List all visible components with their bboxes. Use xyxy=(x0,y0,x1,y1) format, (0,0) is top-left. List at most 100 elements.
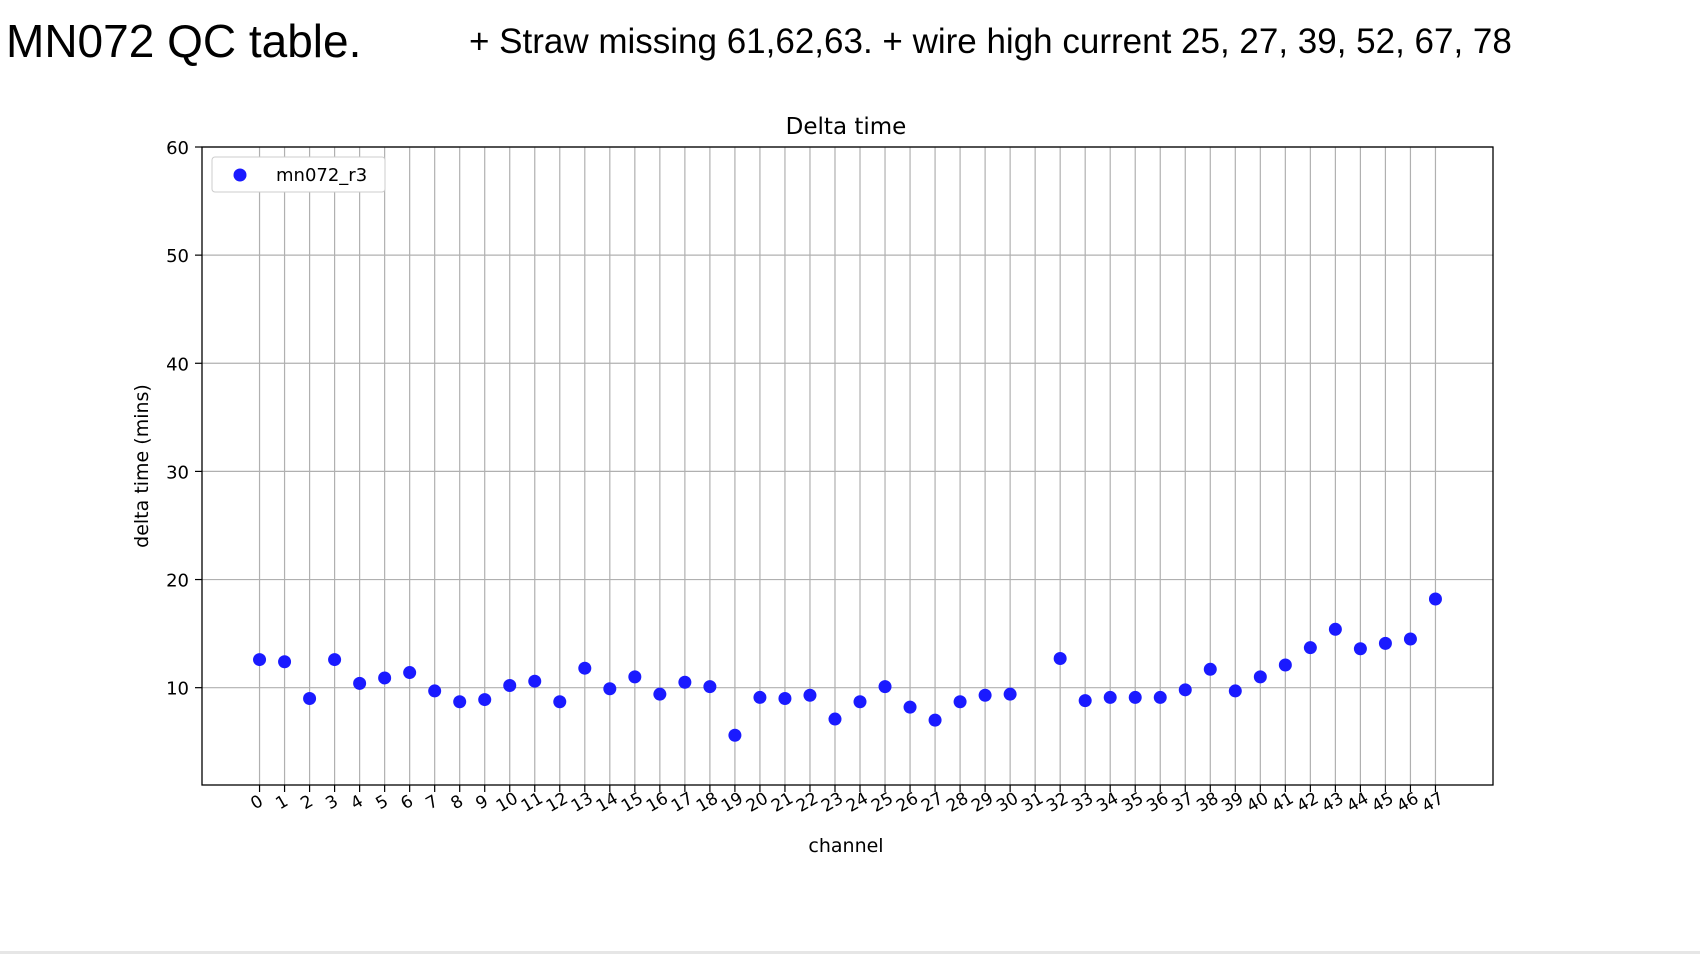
x-tick-label-12: 12 xyxy=(543,789,572,817)
data-point-ch37 xyxy=(1178,683,1192,697)
data-point-ch22 xyxy=(803,688,817,702)
data-point-ch41 xyxy=(1278,658,1292,672)
data-point-ch5 xyxy=(378,671,392,685)
data-point-ch19 xyxy=(728,728,742,742)
x-tick-label-36: 36 xyxy=(1143,789,1172,817)
x-tick-label-8: 8 xyxy=(448,791,467,814)
x-tick-label-39: 39 xyxy=(1218,789,1247,817)
x-tick-label-31: 31 xyxy=(1018,789,1047,817)
x-tick-label-22: 22 xyxy=(793,789,822,817)
data-point-ch4 xyxy=(353,676,367,690)
data-point-ch2 xyxy=(303,691,317,705)
x-axis-label: channel xyxy=(808,835,883,857)
x-tick-label-2: 2 xyxy=(297,791,316,814)
data-point-ch36 xyxy=(1153,690,1167,704)
x-tick-label-25: 25 xyxy=(868,789,897,817)
x-tick-label-17: 17 xyxy=(668,789,697,817)
legend-marker xyxy=(233,168,247,182)
legend: mn072_r3 xyxy=(211,156,386,193)
x-tick-label-21: 21 xyxy=(768,789,797,817)
slide-note: + Straw missing 61,62,63. + wire high cu… xyxy=(469,22,1512,61)
data-point-ch15 xyxy=(628,670,642,684)
x-tick-label-41: 41 xyxy=(1268,789,1297,817)
point-layer xyxy=(253,592,1442,742)
data-point-ch6 xyxy=(403,666,417,680)
data-point-ch27 xyxy=(928,713,942,727)
data-point-ch29 xyxy=(978,688,992,702)
data-point-ch1 xyxy=(278,655,292,669)
x-tick-label-26: 26 xyxy=(893,789,922,817)
data-point-ch25 xyxy=(878,680,892,694)
data-point-ch43 xyxy=(1328,622,1342,636)
data-point-ch44 xyxy=(1353,642,1367,656)
data-point-ch0 xyxy=(253,653,267,667)
y-tick-label-40: 40 xyxy=(166,354,189,375)
y-tick-label-50: 50 xyxy=(166,246,189,267)
data-point-ch11 xyxy=(528,674,542,688)
y-tick-label-60: 60 xyxy=(166,138,189,159)
x-tick-label-35: 35 xyxy=(1118,789,1147,817)
bottom-rule xyxy=(0,951,1700,954)
data-point-ch35 xyxy=(1128,690,1142,704)
legend-label-mn072-r3: mn072_r3 xyxy=(276,165,367,186)
data-point-ch20 xyxy=(753,690,767,704)
x-tick-label-29: 29 xyxy=(968,789,997,817)
x-tick-label-33: 33 xyxy=(1068,789,1097,817)
x-tick-label-47: 47 xyxy=(1419,789,1448,817)
x-tick-label-40: 40 xyxy=(1243,789,1272,817)
x-tick-label-24: 24 xyxy=(843,789,872,817)
data-point-ch28 xyxy=(953,695,967,709)
grid-layer xyxy=(202,146,1493,785)
y-axis-label: delta time (mins) xyxy=(131,384,153,548)
data-point-ch38 xyxy=(1203,662,1217,676)
x-tick-label-13: 13 xyxy=(568,789,597,817)
chart-title: Delta time xyxy=(786,114,907,140)
data-point-ch47 xyxy=(1428,592,1442,606)
x-tick-label-32: 32 xyxy=(1043,789,1072,817)
x-tick-label-38: 38 xyxy=(1193,789,1222,817)
x-tick-layer: 0 1 2 3 4 5 6 7 8 9 101112131415161718192021222324… xyxy=(247,785,1447,817)
data-point-ch8 xyxy=(453,695,467,709)
x-tick-label-42: 42 xyxy=(1293,789,1322,817)
data-point-ch16 xyxy=(653,687,667,701)
x-tick-label-46: 46 xyxy=(1394,789,1423,817)
y-tick-layer: 10 20 30 40 50 60 xyxy=(166,138,202,700)
x-tick-label-45: 45 xyxy=(1369,789,1398,817)
x-tick-label-19: 19 xyxy=(718,789,747,817)
data-point-ch12 xyxy=(553,695,567,709)
y-tick-label-30: 30 xyxy=(166,462,189,483)
x-tick-label-9: 9 xyxy=(473,791,492,814)
slide-title: MN072 QC table. xyxy=(6,15,362,67)
x-tick-label-43: 43 xyxy=(1319,789,1348,817)
x-tick-label-1: 1 xyxy=(272,791,291,814)
data-point-ch14 xyxy=(603,682,617,696)
x-tick-label-44: 44 xyxy=(1344,789,1373,817)
data-point-ch21 xyxy=(778,691,792,705)
data-point-ch10 xyxy=(503,679,517,693)
data-point-ch18 xyxy=(703,680,717,694)
x-tick-label-5: 5 xyxy=(372,791,391,814)
x-tick-label-16: 16 xyxy=(643,789,672,817)
x-tick-label-23: 23 xyxy=(818,789,847,817)
data-point-ch46 xyxy=(1403,632,1417,646)
x-tick-label-37: 37 xyxy=(1168,789,1197,817)
data-point-ch17 xyxy=(678,675,692,689)
data-point-ch45 xyxy=(1378,636,1392,650)
x-tick-label-7: 7 xyxy=(422,791,441,814)
data-point-ch26 xyxy=(903,700,917,714)
data-point-ch39 xyxy=(1228,684,1242,698)
x-tick-label-15: 15 xyxy=(618,789,647,817)
data-point-ch32 xyxy=(1053,651,1067,665)
x-tick-label-34: 34 xyxy=(1093,789,1122,817)
x-tick-label-10: 10 xyxy=(493,789,522,817)
data-point-ch30 xyxy=(1003,687,1017,701)
x-tick-label-30: 30 xyxy=(993,789,1022,817)
x-tick-label-0: 0 xyxy=(247,791,266,814)
data-point-ch9 xyxy=(478,693,492,707)
y-tick-label-10: 10 xyxy=(166,679,189,700)
x-tick-label-4: 4 xyxy=(347,791,366,814)
x-tick-label-20: 20 xyxy=(743,789,772,817)
legend-box xyxy=(211,156,386,193)
